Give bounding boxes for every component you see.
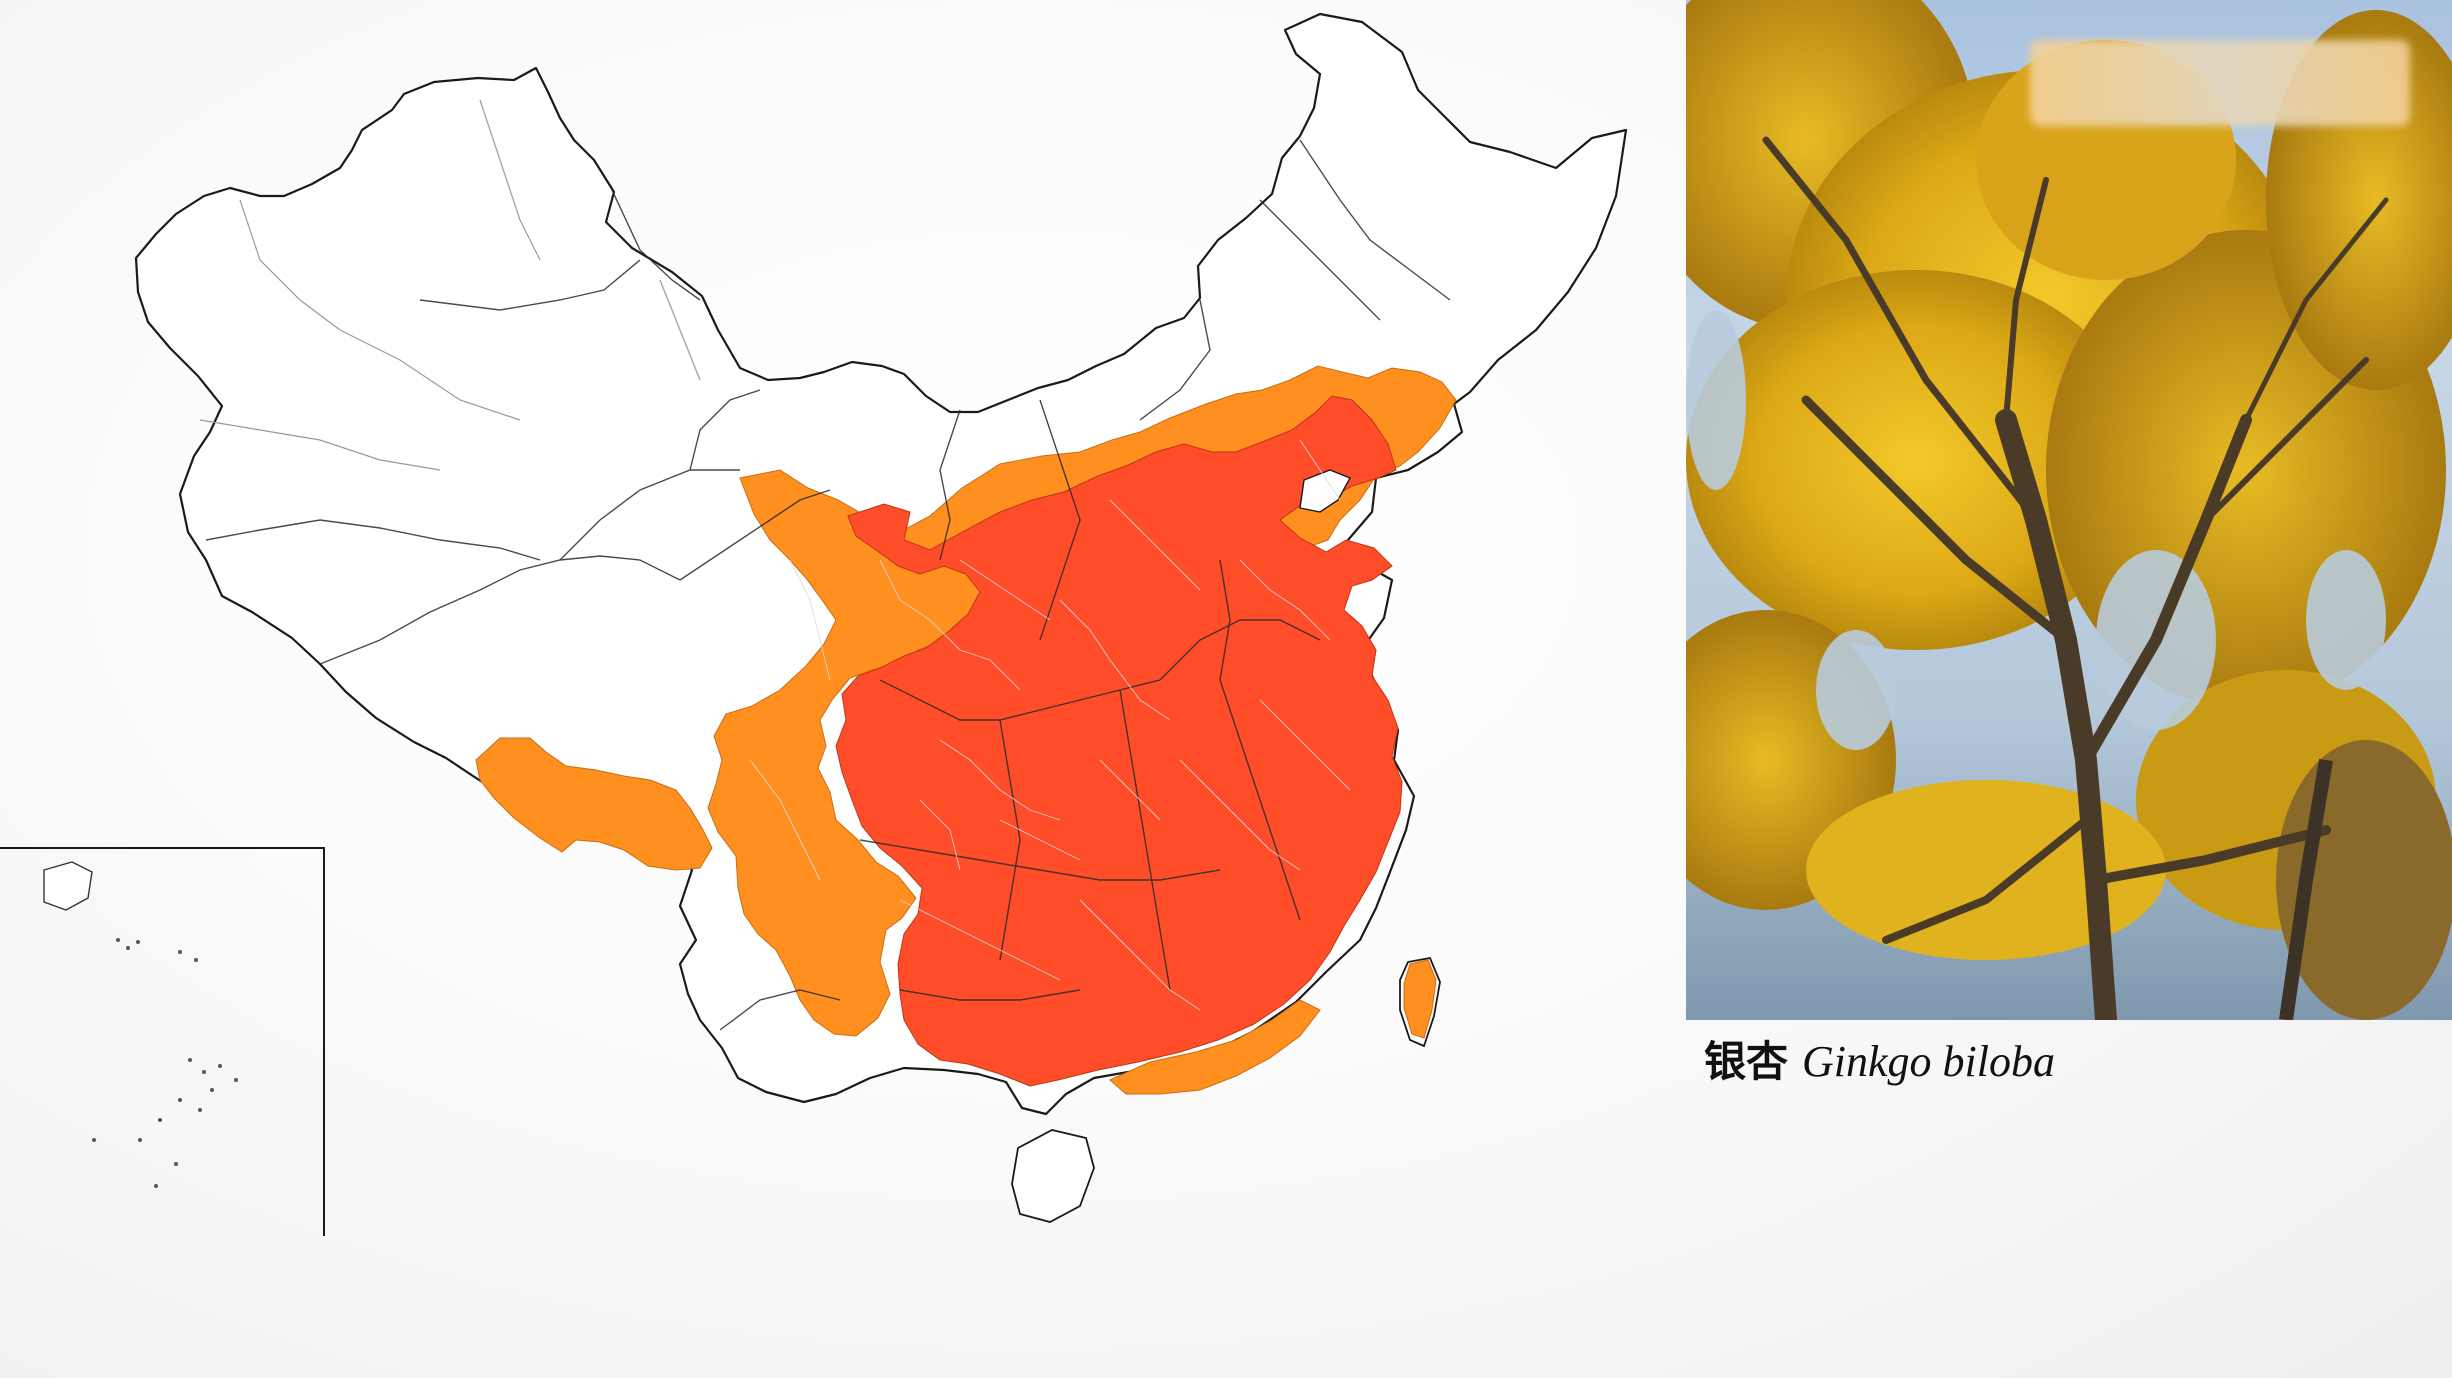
core-range-region (835, 395, 1403, 1087)
blurred-watermark (2030, 40, 2410, 126)
chinese-name: 银杏 (1704, 1037, 1789, 1086)
peripheral-range-taiwan (1403, 959, 1437, 1039)
ginkgo-photo (1686, 0, 2452, 1020)
hainan-island (1011, 1129, 1095, 1223)
trunk-and-branches (1762, 136, 2389, 1020)
distribution-map (0, 12, 1628, 1236)
china-map-svg (0, 12, 1628, 1236)
foliage (1686, 0, 2452, 1020)
prefecture-borders (749, 439, 1351, 1011)
bohai-sea (1299, 469, 1351, 513)
taiwan-outline (1399, 956, 1441, 1048)
western-borders (199, 99, 701, 471)
province-borders (205, 139, 1451, 1031)
peripheral-range-south-coast (1109, 999, 1321, 1095)
peripheral-range-west (475, 737, 713, 871)
scientific-name: Ginkgo biloba (1802, 1037, 2055, 1086)
second-trunk (2279, 758, 2333, 1020)
south-china-sea-inset (0, 847, 325, 1236)
ginkgo-tree-illustration (1686, 0, 2452, 1020)
species-caption: 银杏 Ginkgo biloba (1704, 1028, 2055, 1089)
